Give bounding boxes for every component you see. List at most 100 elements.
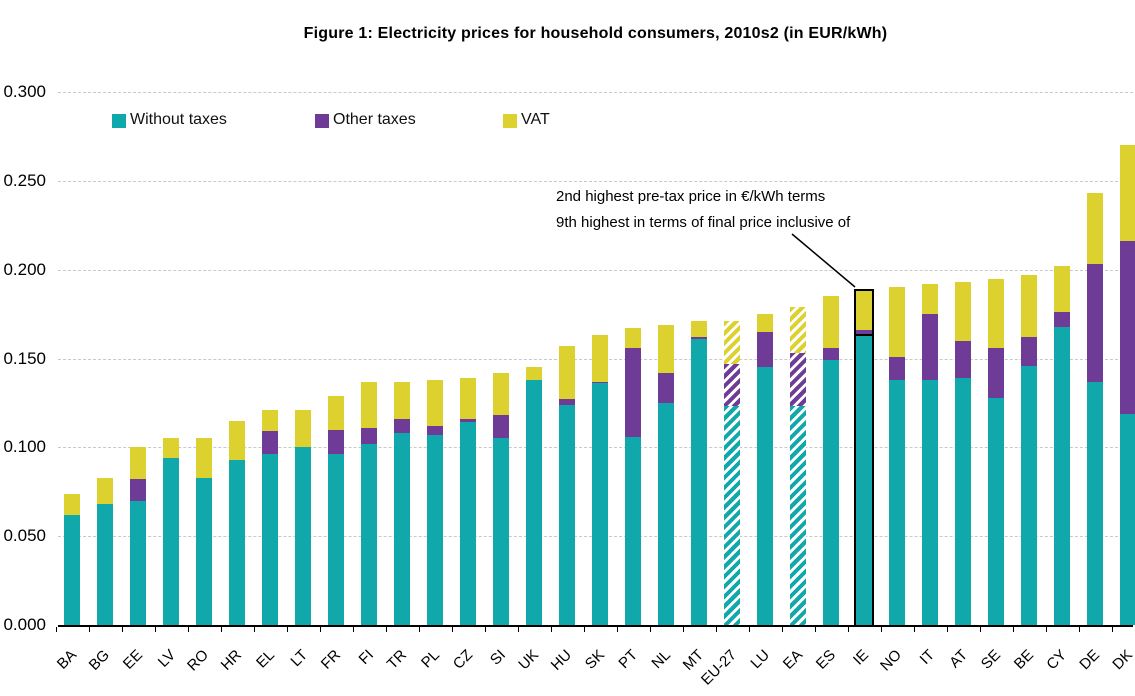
x-axis-tick [616, 627, 618, 632]
x-axis-tick [55, 627, 57, 632]
bar-PT-other-taxes [625, 347, 641, 437]
bar-NL-other-taxes [658, 372, 674, 403]
bar-AT-vat [955, 282, 971, 341]
bar-BA-vat [64, 493, 80, 515]
x-axis-tick [517, 627, 519, 632]
x-axis-tick [1045, 627, 1047, 632]
x-axis-tick [385, 627, 387, 632]
x-axis-tick [583, 627, 585, 632]
bar-IE-vat [856, 290, 872, 331]
bar-PL-other-taxes [427, 426, 443, 435]
bar-BE-without-taxes [1021, 365, 1037, 625]
x-axis-tick [220, 627, 222, 632]
bar-PT-vat [625, 328, 641, 348]
x-axis-tick [814, 627, 816, 632]
bar-EA-vat [790, 306, 806, 354]
bar-MT-other-taxes [691, 337, 707, 339]
bar-PL-vat [427, 379, 443, 426]
bar-NO-without-taxes [889, 379, 905, 625]
legend-label-vat: VAT [521, 111, 550, 128]
bar-LT-vat [295, 410, 311, 448]
x-axis-tick [352, 627, 354, 632]
annotation-callout: 2nd highest pre-tax price in €/kWh terms… [556, 184, 850, 236]
x-axis-tick [913, 627, 915, 632]
bar-SK-vat [592, 335, 608, 382]
bar-SE-without-taxes [988, 397, 1004, 625]
bar-AT-without-taxes [955, 378, 971, 625]
bar-CY-without-taxes [1054, 326, 1070, 625]
legend-swatch-without-taxes [112, 114, 126, 128]
bar-DE-other-taxes [1087, 264, 1103, 382]
bar-IE-without-taxes [856, 335, 872, 625]
bar-HU-vat [559, 346, 575, 400]
x-axis-tick [880, 627, 882, 632]
legend-label-other-taxes: Other taxes [333, 111, 416, 128]
x-axis-tick [979, 627, 981, 632]
y-axis-label: 0.000 [3, 615, 46, 634]
bar-EL-vat [262, 410, 278, 432]
bar-NO-other-taxes [889, 356, 905, 380]
y-axis-label: 0.200 [3, 259, 46, 279]
bar-HU-without-taxes [559, 404, 575, 625]
bar-TR-vat [394, 381, 410, 419]
highlight-separator-IE [854, 334, 874, 337]
bar-IE-other-taxes [856, 330, 872, 336]
bar-HR-vat [229, 420, 245, 460]
bar-TR-without-taxes [394, 433, 410, 625]
bar-FI-other-taxes [361, 427, 377, 444]
bar-NO-vat [889, 287, 905, 357]
x-axis-tick [88, 627, 90, 632]
bar-TR-other-taxes [394, 418, 410, 434]
x-axis-tick [121, 627, 123, 632]
bar-SI-other-taxes [493, 415, 509, 439]
bar-LV-without-taxes [163, 457, 179, 625]
bar-EU-27-vat [724, 321, 740, 364]
bar-FR-vat [328, 395, 344, 430]
bar-ES-other-taxes [823, 347, 839, 361]
bar-LV-vat [163, 438, 179, 458]
y-axis-label: 0.250 [3, 170, 46, 190]
bar-UK-without-taxes [526, 379, 542, 625]
bar-BE-vat [1021, 274, 1037, 338]
x-axis-tick [418, 627, 420, 632]
bar-FR-without-taxes [328, 454, 344, 625]
bar-NL-without-taxes [658, 402, 674, 625]
bar-IT-without-taxes [922, 379, 938, 625]
bar-EA-without-taxes [790, 406, 806, 625]
bar-FI-without-taxes [361, 443, 377, 625]
bar-MT-without-taxes [691, 338, 707, 625]
bar-BG-without-taxes [97, 504, 113, 625]
gridline-0.200 [58, 269, 1133, 271]
bar-DK-without-taxes [1120, 413, 1135, 625]
bar-ES-vat [823, 296, 839, 348]
bar-EL-other-taxes [262, 431, 278, 455]
bar-BE-other-taxes [1021, 337, 1037, 366]
bar-IT-other-taxes [922, 314, 938, 380]
bar-HU-other-taxes [559, 399, 575, 405]
bar-EU-27-without-taxes [724, 406, 740, 625]
bar-HR-without-taxes [229, 459, 245, 625]
bar-PL-without-taxes [427, 434, 443, 625]
bar-SE-vat [988, 278, 1004, 348]
bar-SE-other-taxes [988, 347, 1004, 398]
bar-BG-vat [97, 477, 113, 505]
gridline-0.300 [58, 92, 1133, 93]
bar-SI-vat [493, 372, 509, 416]
x-axis-tick [286, 627, 288, 632]
x-axis-tick [1078, 627, 1080, 632]
bar-DK-vat [1120, 145, 1135, 242]
x-axis-tick [781, 627, 783, 632]
bar-FR-other-taxes [328, 429, 344, 455]
x-axis-tick [847, 627, 849, 632]
chart-title: Figure 1: Electricity prices for househo… [303, 25, 888, 42]
bar-EA-other-taxes [790, 353, 806, 407]
bar-FI-vat [361, 381, 377, 428]
bar-SK-without-taxes [592, 383, 608, 625]
bar-CY-vat [1054, 266, 1070, 313]
y-axis-label: 0.050 [3, 526, 46, 546]
x-axis-tick [154, 627, 156, 632]
bar-UK-vat [526, 367, 542, 380]
bar-EE-without-taxes [130, 500, 146, 625]
gridline-0.250 [58, 180, 1133, 182]
bar-DE-without-taxes [1087, 381, 1103, 625]
